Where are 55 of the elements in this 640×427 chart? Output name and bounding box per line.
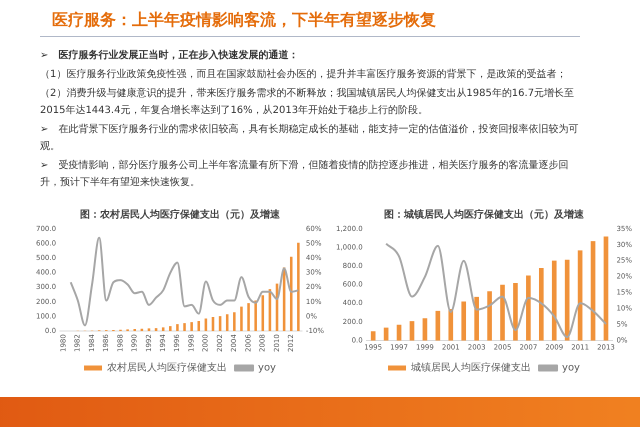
bar [526,276,531,341]
legend-label: yoy [562,362,580,374]
bar [578,250,582,341]
legend-label: 农村居民人均医疗保健支出 [107,362,228,374]
bar [422,318,428,341]
bar [290,256,293,332]
bar [218,316,222,332]
bar [133,328,136,332]
bar [169,326,172,332]
bar [474,296,479,341]
bar [436,310,440,341]
text: 医疗服务：上半年疫情影响客流，下半年有望逐步恢复 [52,9,437,31]
bar [384,328,388,341]
bar [396,324,402,341]
bar [370,331,376,341]
text: ➢ 在此背景下医疗服务行业的需求依旧较高，具有长期稳定成长的基础，能支持一定的估值溢价，投资回报率依旧较为可观。 [40,122,580,154]
legend-label: yoy [258,362,276,374]
bar [282,267,286,332]
bar [276,284,278,332]
text: （2）消费升级与健康意识的提升，带来医疗服务需求的不断释放；我国城镇居民人均保健支出从1985年的16.7元增长至2015年达1443.4元，年复合增长率达到了16%，从2013年开始处于稳步上行的阶段。 [40,86,576,118]
bar [183,323,186,332]
bar [461,302,466,341]
bar [500,284,505,341]
text: （1）医疗服务行业政策免疫性强，而且在国家鼓励社会办医的，提升并丰富医疗服务资源的背景下，是政策的受益者； [40,68,568,82]
bar [262,295,264,332]
bar [204,318,208,332]
bar [604,236,608,341]
bar [254,300,257,332]
bar [190,322,193,332]
text: ➢ 医疗服务行业发展正当时，正在步入快速发展的通道： [40,48,300,63]
bar [226,314,228,332]
bar [140,328,144,332]
chart-title: 图：农村居民人均医疗保健支出（元）及增速 [80,208,281,221]
bar [487,291,492,341]
bar [233,312,236,332]
bar [154,328,158,332]
bar [410,321,414,341]
bar [240,306,243,332]
bar [162,327,164,332]
bar [247,303,250,332]
chart-title: 图：城镇居民人均医疗保健支出（元）及增速 [384,208,585,221]
text: ➢ 受疫情影响，部分医疗服务公司上半年客流量有所下滑，但随着疫情的防控逐步推进，相关医疗服务的客流量逐步回升，预计下半年有望迎来快速恢复。 [40,158,570,190]
bar [564,260,570,341]
bar [268,289,272,332]
bar [538,268,544,341]
bar [212,317,214,332]
bar [590,241,596,341]
line-series [70,236,300,326]
bar [297,242,300,332]
bar [176,324,179,332]
bar [513,282,518,341]
bar [197,320,200,332]
bar [552,260,557,341]
legend-label: 城镇居民人均医疗保健支出 [410,362,532,374]
line-series [385,242,607,338]
